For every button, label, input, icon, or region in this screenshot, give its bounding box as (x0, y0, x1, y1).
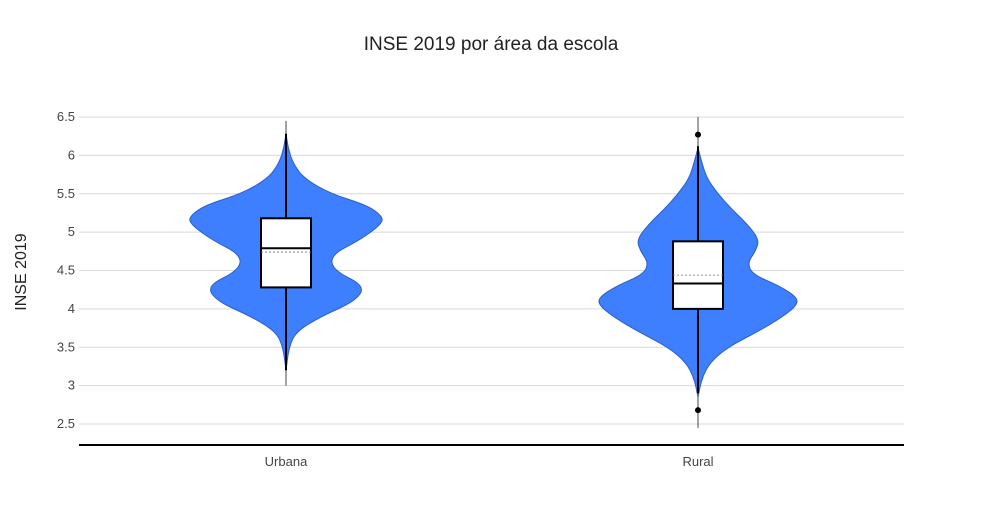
y-tick-label: 3.5 (57, 339, 75, 354)
outlier-point (695, 131, 701, 138)
y-tick-label: 3 (68, 378, 75, 393)
y-tick-label: 6.5 (57, 109, 75, 124)
grid-layer (79, 116, 904, 425)
x-category-label: Urbana (265, 454, 308, 469)
outlier-point (695, 407, 701, 414)
violin-group (189, 120, 383, 386)
y-tick-label: 6 (68, 147, 75, 162)
violin-layer (189, 117, 798, 428)
y-tick-labels: 2.5 3 3.5 4 4.5 5 5.5 6 6.5 (57, 109, 75, 431)
y-tick-label: 4 (68, 301, 75, 316)
iqr-box (260, 217, 312, 289)
y-tick-label: 5 (68, 224, 75, 239)
y-tick-label: 5.5 (57, 186, 75, 201)
category-labels: Urbana Rural (265, 454, 714, 469)
y-tick-label: 4.5 (57, 263, 75, 278)
y-tick-label: 2.5 (57, 416, 75, 431)
y-axis-label: INSE 2019 (13, 233, 30, 310)
x-category-label: Rural (682, 454, 713, 469)
violin-group (598, 117, 798, 428)
chart-title: INSE 2019 por área da escola (364, 34, 619, 55)
